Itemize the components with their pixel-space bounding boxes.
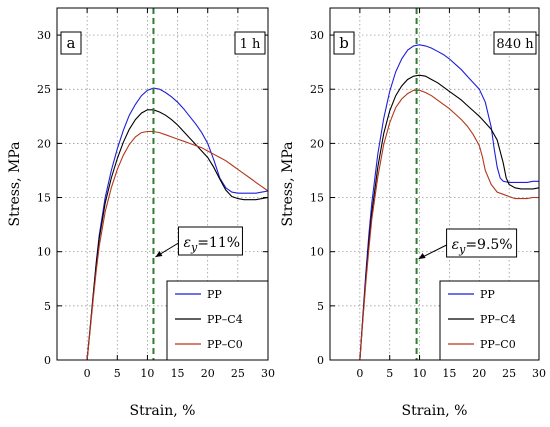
yield-symbol: ε bbox=[452, 237, 460, 253]
x-tick-label: 5 bbox=[386, 367, 393, 380]
panel-label: b bbox=[339, 34, 349, 52]
legend-label-2: PP–C4 bbox=[480, 313, 516, 326]
x-tick-label: 5 bbox=[114, 367, 121, 380]
yield-symbol: ε bbox=[183, 235, 191, 251]
yield-arrowhead bbox=[418, 253, 426, 259]
x-tick-label: 10 bbox=[140, 367, 154, 380]
x-axis-label: Strain, % bbox=[130, 403, 196, 419]
plot-frame bbox=[56, 7, 269, 361]
x-tick-label: 15 bbox=[171, 367, 185, 380]
legend-label-2: PP–C4 bbox=[207, 313, 243, 326]
panel-label-box bbox=[60, 31, 82, 55]
time-label: 1 h bbox=[240, 37, 261, 52]
y-tick-label: 15 bbox=[310, 192, 324, 205]
yield-arrowhead bbox=[155, 251, 163, 257]
x-tick-label: 15 bbox=[442, 367, 456, 380]
yield-subscript: y bbox=[190, 241, 198, 254]
legend-label-3: PP–C0 bbox=[207, 338, 243, 351]
x-tick-label: 25 bbox=[231, 367, 245, 380]
y-tick-label: 20 bbox=[310, 137, 324, 150]
x-tick-label: 20 bbox=[201, 367, 215, 380]
y-tick-label: 0 bbox=[44, 354, 51, 367]
y-tick-label: 15 bbox=[37, 192, 51, 205]
x-tick-label: 30 bbox=[261, 367, 275, 380]
y-axis-label: Stress, MPa bbox=[280, 142, 296, 227]
panel-label-box bbox=[333, 31, 355, 55]
x-tick-label: 30 bbox=[532, 367, 546, 380]
plot-frame bbox=[329, 7, 540, 361]
series-line-3 bbox=[86, 130, 269, 361]
yield-value: =9.5% bbox=[465, 237, 512, 253]
y-tick-label: 5 bbox=[317, 300, 324, 313]
series-line-3 bbox=[359, 89, 539, 361]
time-label-box bbox=[234, 31, 266, 55]
y-tick-label: 10 bbox=[310, 246, 324, 259]
x-tick-label: 20 bbox=[472, 367, 486, 380]
y-tick-label: 20 bbox=[37, 137, 51, 150]
series-line-2 bbox=[359, 74, 540, 361]
y-tick-label: 25 bbox=[310, 83, 324, 96]
x-axis-label: Strain, % bbox=[402, 403, 468, 419]
x-tick-label: 0 bbox=[84, 367, 91, 380]
x-tick-label: 10 bbox=[413, 367, 427, 380]
series-line-1 bbox=[359, 44, 539, 361]
series-line-1 bbox=[86, 87, 269, 361]
y-tick-label: 25 bbox=[37, 83, 51, 96]
y-tick-label: 30 bbox=[37, 29, 51, 42]
yield-annotation-box bbox=[446, 228, 518, 258]
legend-label-1: PP bbox=[207, 288, 222, 301]
yield-annotation: εy=11% bbox=[183, 235, 240, 254]
y-tick-label: 30 bbox=[310, 29, 324, 42]
chart-panel-a: 0 5 10 15 20 25 30 0 5 10 15 20 25 30 a 1 h εy=11% PP PP–C… bbox=[7, 7, 275, 419]
yield-subscript: y bbox=[458, 243, 466, 256]
yield-annotation-box bbox=[177, 226, 243, 256]
yield-annotation: εy=9.5% bbox=[452, 237, 513, 256]
yield-value: =11% bbox=[197, 235, 240, 251]
time-label-box bbox=[493, 31, 537, 55]
chart-panel-b: 0 5 10 15 20 25 30 0 5 10 15 20 25 30 b 840 h εy=9.5% PP P… bbox=[280, 7, 546, 419]
x-tick-label: 25 bbox=[502, 367, 516, 380]
series-line-2 bbox=[86, 109, 269, 361]
y-tick-label: 5 bbox=[44, 300, 51, 313]
y-tick-label: 0 bbox=[317, 354, 324, 367]
legend-label-1: PP bbox=[480, 288, 495, 301]
panel-label: a bbox=[67, 34, 76, 52]
legend-label-3: PP–C0 bbox=[480, 338, 516, 351]
y-tick-label: 10 bbox=[37, 246, 51, 259]
y-axis-label: Stress, MPa bbox=[7, 142, 23, 227]
time-label: 840 h bbox=[496, 37, 534, 52]
x-tick-label: 0 bbox=[356, 367, 363, 380]
